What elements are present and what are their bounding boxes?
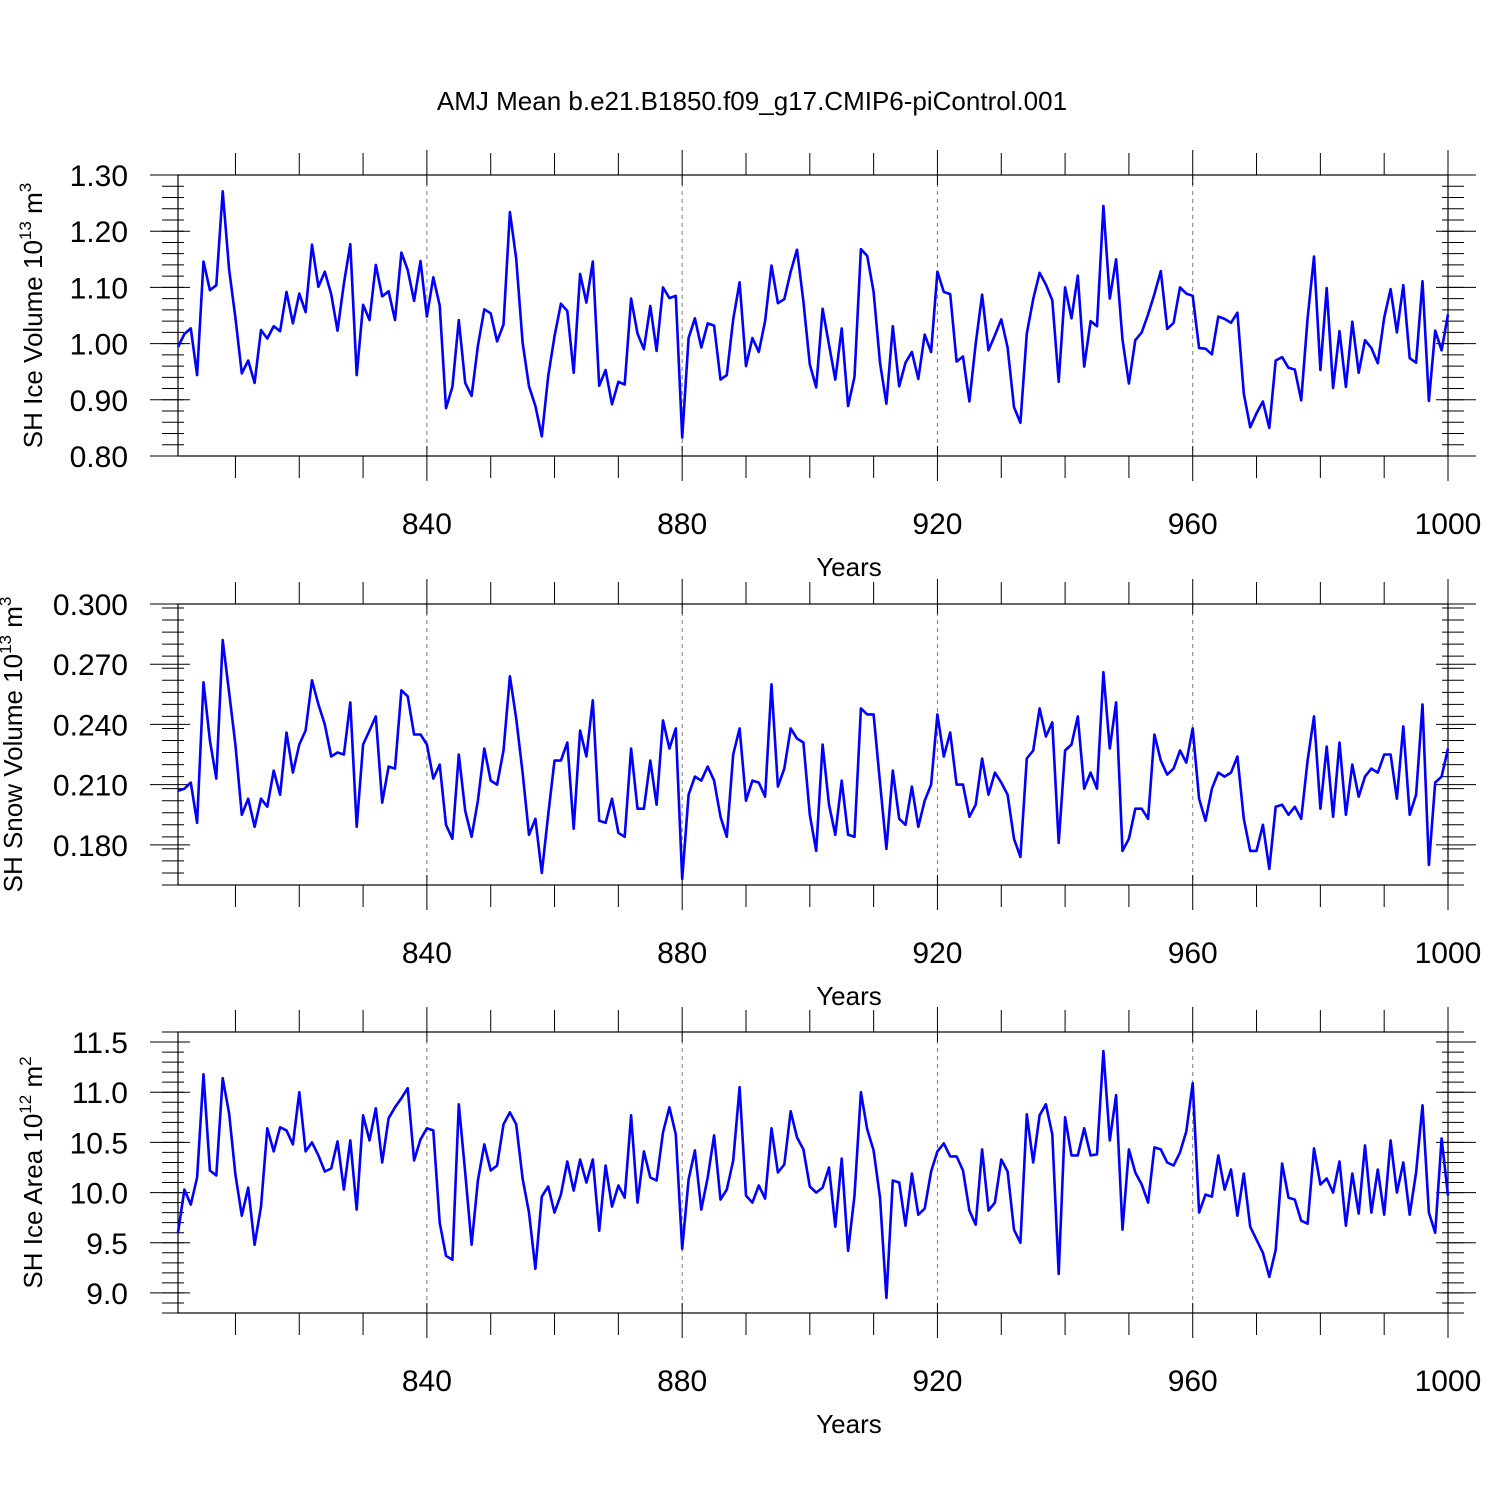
y-axis-label-superscript: 12 — [16, 1095, 35, 1114]
y-axis-label-part: SH Ice Area 10 — [18, 1114, 48, 1289]
y-tick-label: 1.20 — [70, 216, 128, 249]
y-tick-label: 9.5 — [86, 1228, 128, 1261]
data-series-line — [176, 1049, 1450, 1300]
y-tick-label: 11.5 — [72, 1027, 128, 1060]
x-tick-label: 960 — [1168, 1365, 1218, 1398]
y-tick-label: 10.5 — [70, 1127, 128, 1160]
x-tick-label: 960 — [1168, 508, 1218, 541]
y-axis-label-part: m — [18, 1066, 48, 1095]
x-axis-label: Years — [816, 981, 882, 1011]
y-axis-label-part: m — [18, 192, 48, 221]
data-series-line — [176, 190, 1450, 439]
y-tick-label: 10.0 — [70, 1178, 128, 1211]
y-axis-label-part: m — [0, 606, 28, 635]
y-tick-label: 1.30 — [70, 160, 128, 193]
y-tick-label: 1.00 — [70, 329, 128, 362]
y-axis-label-superscript: 3 — [16, 183, 35, 192]
x-tick-label: 880 — [657, 1365, 707, 1398]
y-axis-label-part: SH Snow Volume 10 — [0, 654, 28, 892]
y-axis-label-superscript: 13 — [16, 221, 35, 240]
y-tick-label: 0.90 — [70, 385, 128, 418]
x-tick-label: 840 — [402, 1365, 452, 1398]
y-tick-label: 1.10 — [70, 272, 128, 305]
x-tick-label: 840 — [402, 508, 452, 541]
y-tick-label: 0.300 — [53, 589, 128, 622]
x-tick-label: 920 — [912, 937, 962, 970]
x-axis-label: Years — [816, 552, 882, 582]
plot-frame — [177, 1031, 1449, 1314]
chart-title: AMJ Mean b.e21.B1850.f09_g17.CMIP6-piCon… — [437, 86, 1067, 116]
y-axis-label: SH Snow Volume 1013 m3 — [0, 597, 28, 893]
x-tick-label: 880 — [657, 937, 707, 970]
x-tick-label: 920 — [912, 508, 962, 541]
data-series-line — [177, 638, 1450, 881]
panel-1: 840 880 920 960 1000 0.80 0.90 1.00 1.10 1.20 1.30… — [16, 150, 1481, 582]
y-tick-label: 11.0 — [72, 1077, 128, 1110]
x-axis-label: Years — [816, 1409, 882, 1439]
y-axis-label-superscript: 13 — [0, 635, 15, 654]
x-tick-label: 1000 — [1415, 508, 1482, 541]
x-tick-label: 880 — [657, 508, 707, 541]
x-tick-label: 920 — [912, 1365, 962, 1398]
y-axis-label-superscript: 3 — [0, 597, 15, 606]
x-tick-label: 1000 — [1415, 937, 1482, 970]
y-tick-label: 0.210 — [53, 770, 128, 803]
y-tick-label: 0.80 — [70, 441, 128, 474]
x-tick-label: 960 — [1168, 937, 1218, 970]
panel-2: 840 880 920 960 1000 0.180 0.210 0.240 0.270 0.30… — [0, 579, 1481, 1011]
y-tick-label: 0.240 — [53, 709, 128, 742]
y-tick-label: 0.180 — [53, 830, 128, 863]
panel-3: 840 880 920 960 1000 9.0 9.5 10.0 10.5 11.0 11.5 Ye… — [16, 1007, 1481, 1439]
y-tick-label: 0.270 — [53, 649, 128, 682]
y-axis-label: SH Ice Volume 1013 m3 — [16, 183, 48, 448]
y-axis-label-superscript: 2 — [16, 1056, 35, 1065]
x-tick-label: 840 — [402, 937, 452, 970]
y-tick-label: 9.0 — [86, 1278, 128, 1311]
y-axis-label: SH Ice Area 1012 m2 — [16, 1056, 48, 1288]
y-axis-label-part: SH Ice Volume 10 — [18, 240, 48, 448]
x-tick-label: 1000 — [1415, 1365, 1482, 1398]
plot-frame — [177, 603, 1449, 886]
